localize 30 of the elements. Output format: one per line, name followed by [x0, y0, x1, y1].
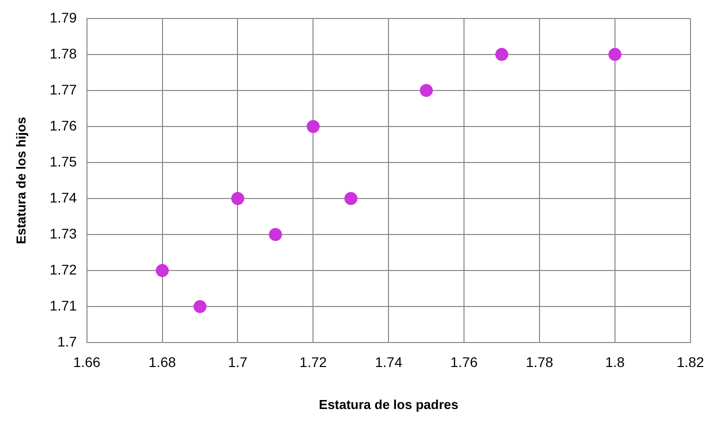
y-tick-label: 1.74 — [50, 189, 78, 206]
point — [156, 264, 169, 278]
x-tick-label: 1.78 — [526, 354, 554, 370]
y-tick-label: 1.7 — [57, 333, 78, 350]
x-tick-label: 1.82 — [676, 354, 704, 370]
x-tick-label: 1.72 — [300, 354, 328, 370]
point — [268, 228, 282, 242]
y-tick-label: 1.76 — [50, 117, 78, 134]
y-tick-label: 1.72 — [50, 261, 78, 278]
y-axis-title: Estatura de los hijos — [13, 116, 28, 244]
point — [608, 48, 622, 61]
point — [194, 300, 207, 314]
point — [231, 192, 244, 206]
y-tick-label: 1.78 — [50, 45, 78, 62]
y-tick-label: 1.73 — [50, 225, 78, 242]
x-axis-title: Estatura de los padres — [318, 396, 458, 412]
x-tick-label: 1.74 — [374, 354, 402, 370]
y-tick-label: 1.79 — [50, 9, 78, 26]
point — [495, 48, 508, 61]
x-tick-label: 1.66 — [73, 354, 101, 370]
y-tick-label: 1.75 — [50, 153, 78, 170]
point — [344, 192, 358, 206]
point — [306, 120, 320, 133]
x-tick-label: 1.7 — [228, 354, 248, 370]
x-tick-label: 1.68 — [148, 354, 176, 370]
x-tick-label: 1.76 — [450, 354, 478, 370]
point — [420, 84, 433, 97]
y-tick-label: 1.71 — [50, 297, 78, 314]
x-tick-label: 1.8 — [605, 354, 625, 370]
y-tick-label: 1.77 — [50, 81, 78, 98]
